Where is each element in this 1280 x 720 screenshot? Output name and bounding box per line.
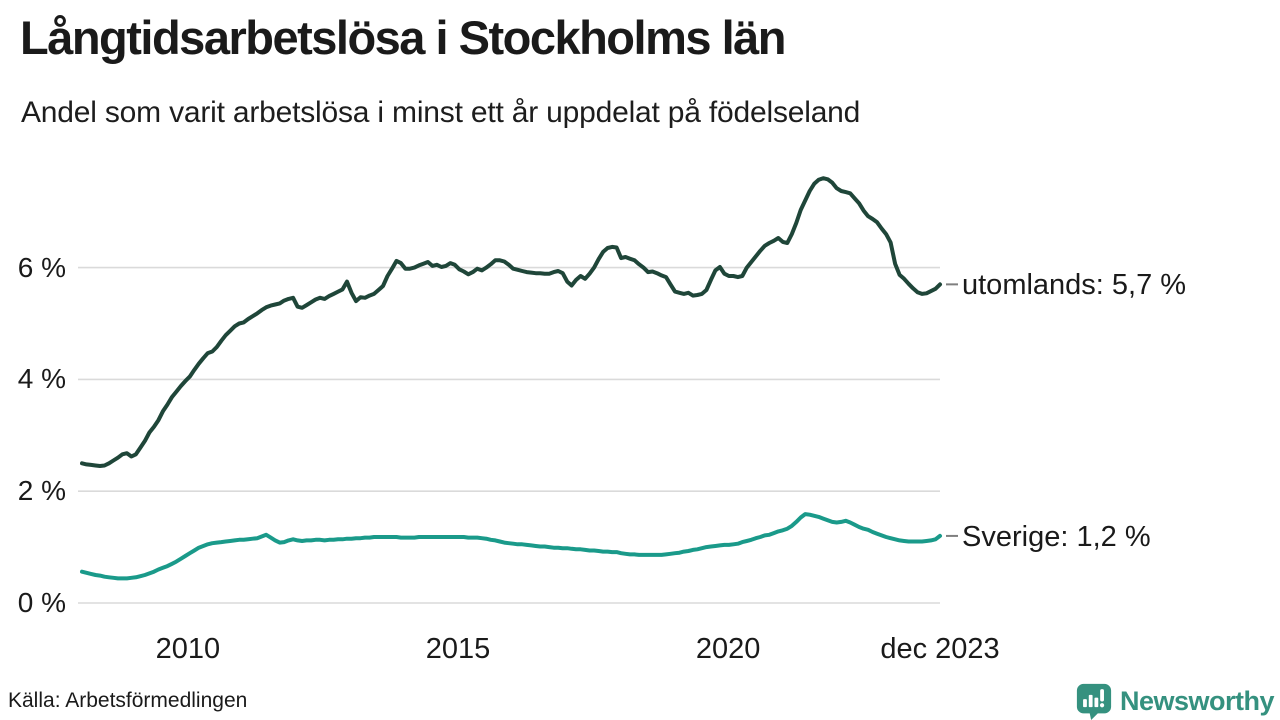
- y-tick-label: 0 %: [17, 587, 66, 618]
- newsworthy-logo: Newsworthy: [1075, 682, 1275, 720]
- newsworthy-chart-bubble-icon: [1076, 683, 1112, 720]
- x-tick-label: dec 2023: [880, 633, 1000, 665]
- source-note: Källa: Arbetsförmedlingen: [8, 689, 248, 712]
- newsworthy-wordmark: Newsworthy: [1119, 685, 1275, 716]
- x-tick-label: 2010: [155, 633, 221, 665]
- series-end-label-utomlands: utomlands: 5,7 %: [962, 269, 1187, 302]
- x-tick-label: 2020: [695, 633, 761, 665]
- x-tick-label: 2015: [425, 633, 491, 665]
- series-end-label-sverige: Sverige: 1,2 %: [962, 520, 1151, 553]
- y-tick-label: 4 %: [17, 363, 66, 395]
- series-line-sverige: [80, 512, 942, 581]
- y-tick-label: 6 %: [17, 251, 66, 283]
- chart-subtitle: Andel som varit arbetslösa i minst ett å…: [21, 96, 861, 129]
- series-line-utomlands: [80, 176, 942, 468]
- chart-title: Långtidsarbetslösa i Stockholms län: [20, 11, 786, 64]
- y-tick-label: 2 %: [17, 475, 66, 507]
